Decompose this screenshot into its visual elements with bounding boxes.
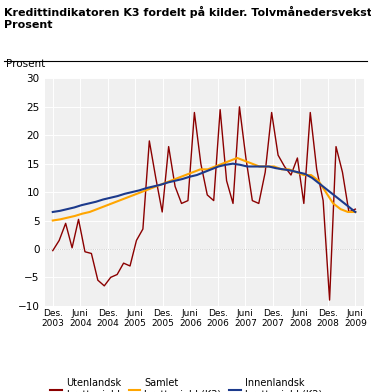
Legend: Utenlandsk
bruttogjeld, Samlet
bruttogjeld (K3), Innenlandsk
bruttogjeld (K2): Utenlandsk bruttogjeld, Samlet bruttogje… bbox=[46, 374, 326, 392]
Text: Kredittindikatoren K3 fordelt på kilder. Tolvmånedersvekst.
Prosent: Kredittindikatoren K3 fordelt på kilder.… bbox=[4, 6, 371, 29]
Text: Prosent: Prosent bbox=[6, 59, 46, 69]
